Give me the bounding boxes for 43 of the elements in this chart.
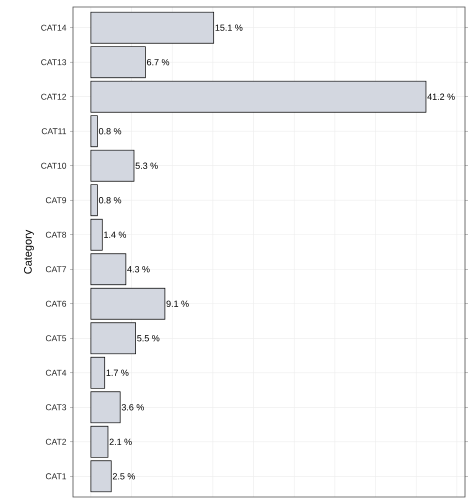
data-label: 9.1 % [166,300,189,307]
y-tick-label: CAT14 [41,24,66,31]
data-label: 1.4 % [104,232,126,238]
data-label: 2.1 % [110,438,132,445]
bar [90,426,108,458]
y-tick-label: CAT13 [41,59,66,66]
bar [90,46,146,78]
bar [90,12,214,44]
bar [90,322,136,354]
y-tick-label: CAT1 [46,473,66,480]
y-tick-label: CAT8 [46,232,66,238]
bar [90,460,112,492]
y-tick-label: CAT9 [46,197,66,204]
y-tick-label: CAT7 [46,266,66,272]
bar [90,288,166,320]
bar [90,184,98,216]
bar [90,356,106,389]
bar [90,80,426,113]
data-label: 0.8 % [98,197,122,204]
y-tick-label: CAT12 [41,94,66,100]
data-label: 5.5 % [137,335,160,342]
y-tick-label: CAT10 [41,162,66,169]
data-label: 6.7 % [147,59,170,66]
bar [90,391,121,424]
y-tick-label: CAT3 [46,404,66,410]
bar [90,218,103,251]
bar [90,253,126,286]
data-label: 4.3 % [127,266,150,272]
y-tick-label: CAT4 [46,370,66,376]
y-axis-title: Category [24,230,34,274]
data-label: 15.1 % [216,24,242,31]
y-tick-label: CAT6 [46,300,66,307]
y-tick-label: CAT2 [46,438,66,445]
data-label: 3.6 % [122,404,144,410]
data-label: 41.2 % [427,94,455,100]
data-label: 0.8 % [98,128,122,134]
data-label: 2.5 % [112,473,136,480]
bar [90,115,98,148]
data-label: 5.3 % [136,162,158,169]
y-tick-label: CAT11 [42,128,66,134]
data-label: 1.7 % [106,370,129,376]
bar [90,150,134,182]
y-tick-label: CAT5 [46,335,66,342]
